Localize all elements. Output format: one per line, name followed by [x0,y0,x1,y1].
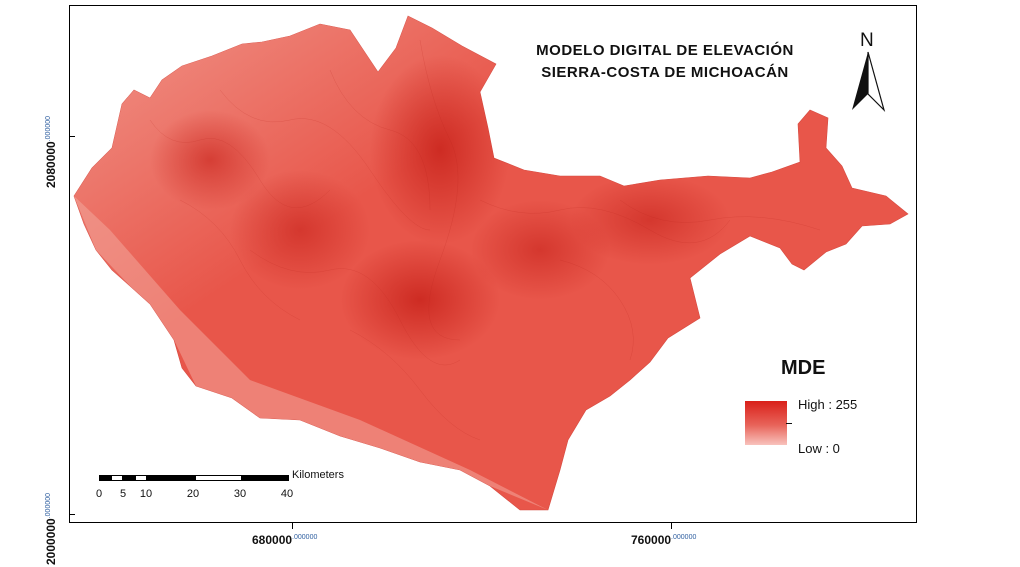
y-coord-decimals: .000000 [45,492,52,519]
scale-label: 20 [186,488,200,500]
y-tick-2080000 [69,136,75,137]
y-coord-decimals: .000000 [45,115,52,142]
scale-label: 10 [139,488,153,500]
legend-high-label: High : 255 [798,397,858,412]
scale-segment [242,475,289,481]
scale-label: 40 [280,488,294,500]
scale-segment [147,475,195,481]
x-coord-decimals: .000000 [292,534,318,541]
scale-label: 0 [95,488,103,500]
x-coord-label: 760000.000000 [631,533,696,547]
legend-low-label: Low : 0 [798,441,840,456]
legend-title: MDE [781,357,826,379]
scale-label: 5 [119,488,127,500]
map-title-line-1: MODELO DIGITAL DE ELEVACIÓN [536,42,794,59]
scale-segment [135,475,147,481]
x-coord-value: 680000 [252,533,293,547]
terrain-shading [74,16,908,510]
legend-tick [786,423,792,424]
north-label: N [860,30,874,51]
x-coord-value: 760000 [631,533,672,547]
scale-segment [123,475,135,481]
legend-color-ramp [745,401,787,445]
x-coord-decimals: .000000 [671,534,697,541]
y-coord-value: 2000000 [44,518,58,565]
scale-units-label: Kilometers [292,469,344,481]
y-coord-label: 2000000.000000 [44,493,58,565]
y-coord-value: 2080000 [44,141,58,188]
map-title-line-2: SIERRA-COSTA DE MICHOACÁN [541,64,789,81]
scale-segment [99,475,111,481]
scale-segment [195,475,242,481]
x-coord-label: 680000.000000 [252,533,317,547]
y-tick-2000000 [69,514,75,515]
scale-segment [111,475,123,481]
x-tick-760000 [671,523,672,529]
x-tick-680000 [292,523,293,529]
scale-label: 30 [233,488,247,500]
y-coord-label: 2080000.000000 [44,116,58,188]
north-arrow-icon [852,51,886,113]
